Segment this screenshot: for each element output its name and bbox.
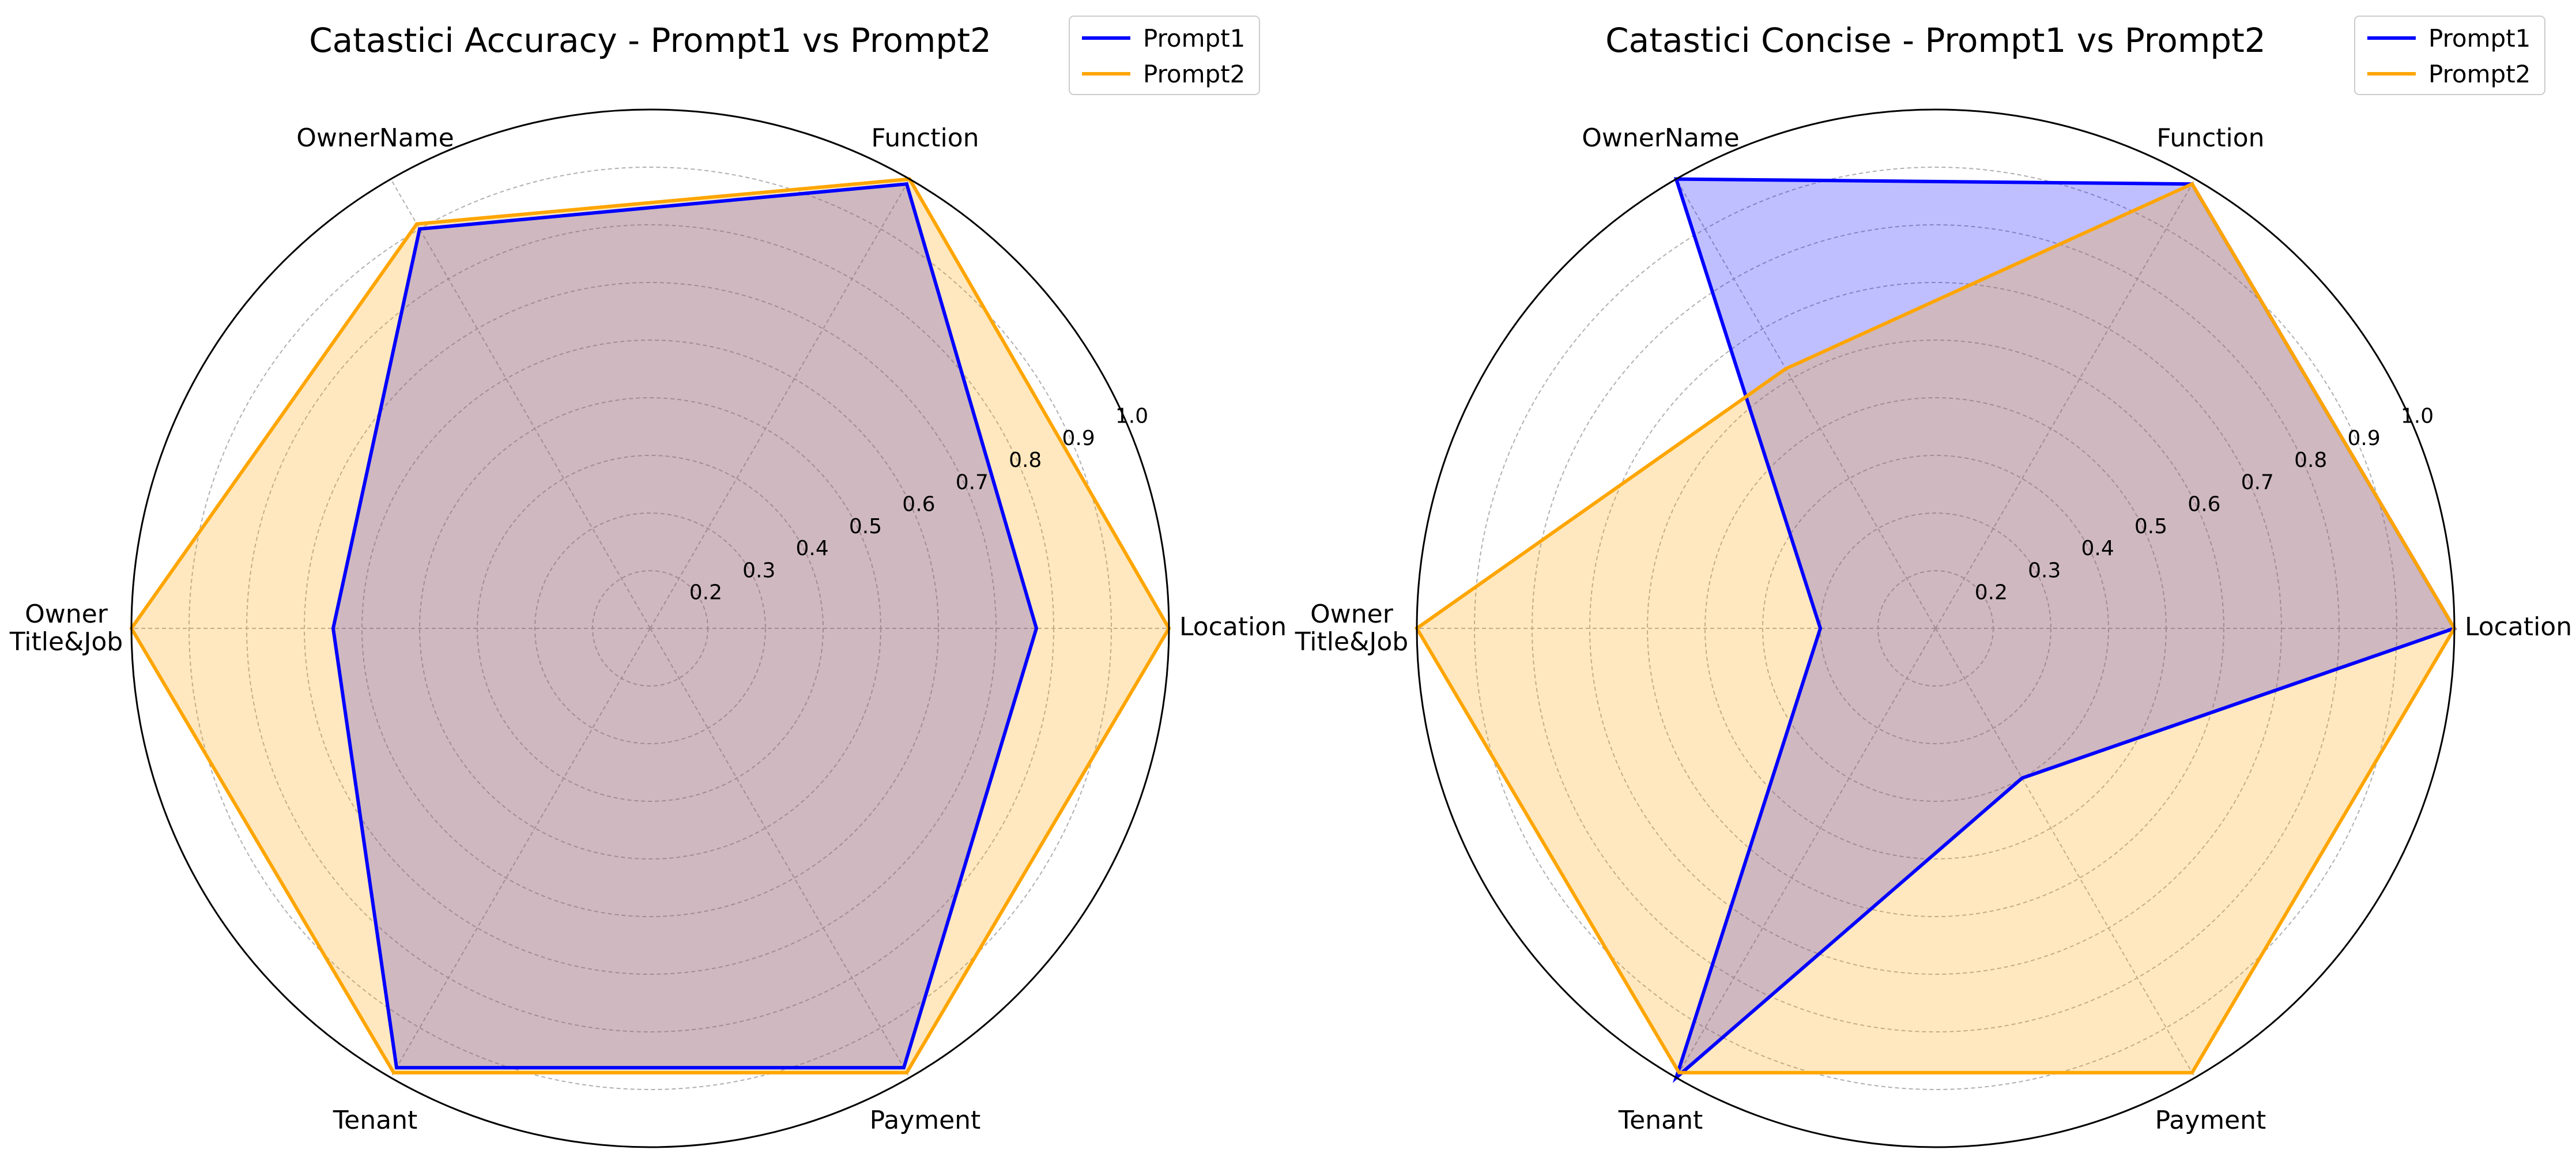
chart1-legend-label-prompt1: Prompt1 [2428, 24, 2530, 52]
chart1-category-tenant: Tenant [1618, 1106, 1703, 1135]
chart1-spoke [1935, 179, 2196, 629]
chart0-category-tenant: Tenant [333, 1106, 417, 1135]
chart0-spoke [650, 628, 910, 1078]
chart0-series-prompt1-fill [333, 184, 1036, 1068]
chart0-category-location: Location [1179, 612, 1287, 642]
chart1-rtick-label: 1.0 [2401, 405, 2434, 428]
chart0-outer-ring [130, 108, 1170, 1148]
chart1-spoke [1676, 628, 1936, 1078]
chart1-spoke [1676, 179, 1936, 629]
chart1-category-payment: Payment [2155, 1106, 2266, 1135]
chart0-series-prompt2-fill [131, 179, 1169, 1073]
chart0-grid-circle [188, 167, 1112, 1090]
chart1-rtick-label: 0.4 [2081, 537, 2114, 560]
chart1-legend: Prompt1 Prompt2 [2354, 16, 2545, 95]
chart1-category-function: Function [2156, 123, 2264, 153]
chart0-rtick-label: 0.8 [1009, 448, 1042, 472]
chart0-rtick-label: 0.3 [742, 559, 775, 582]
chart0-rtick-label: 0.4 [796, 537, 829, 560]
chart1-series-prompt2-fill [1417, 184, 2454, 1073]
chart0-series-prompt1-line [331, 182, 1039, 1070]
chart0-rtick-label: 0.7 [956, 470, 989, 494]
concise-radar-chart: Catastici Concise - Prompt1 vs Prompt2 0.… [1295, 16, 2572, 1148]
chart1-category-owner-title-job: Owner Title&Job [1295, 600, 1408, 657]
chart0-rtick-label: 0.2 [689, 581, 722, 605]
chart0-rtick-label: 0.9 [1062, 427, 1095, 450]
chart0-legend-label-prompt1: Prompt1 [1143, 24, 1245, 52]
chart0-spoke [390, 628, 651, 1078]
chart0-spoke [390, 179, 651, 629]
chart0-spoke [650, 179, 910, 629]
chart1-legend-label-prompt2: Prompt2 [2428, 60, 2530, 88]
chart1-title: Catastici Concise - Prompt1 vs Prompt2 [1605, 21, 2266, 60]
chart1-category-location: Location [2465, 612, 2572, 642]
chart1-rtick-label: 0.3 [2028, 559, 2061, 582]
chart1-grid-circle [1647, 340, 2224, 917]
chart1-category-ownername: OwnerName [1582, 123, 1739, 153]
chart0-grid-circle [361, 340, 939, 917]
chart1-outer-ring [1416, 108, 2456, 1148]
chart0-category-owner-title-job: Owner Title&Job [9, 600, 123, 657]
chart1-spoke [1935, 628, 2196, 1078]
chart0-rtick-label: 0.6 [902, 493, 935, 517]
chart0-category-ownername: OwnerName [296, 123, 454, 153]
chart0-grid-circle [534, 512, 766, 744]
chart0-legend-label-prompt2: Prompt2 [1143, 60, 1245, 88]
chart1-rtick-label: 0.5 [2134, 515, 2167, 538]
chart1-rtick-label: 0.8 [2294, 448, 2327, 472]
chart1-rtick-label: 0.9 [2347, 427, 2380, 450]
chart1-rtick-label: 0.2 [1975, 581, 2008, 605]
chart1-grid-circle [1474, 167, 2397, 1090]
chart1-series-prompt1-fill [1676, 179, 2454, 1078]
chart0-legend: Prompt1 Prompt2 [1069, 16, 1260, 95]
chart1-rtick-label: 0.7 [2241, 470, 2274, 494]
chart1-rtick-label: 0.6 [2187, 493, 2220, 517]
accuracy-radar-chart: Catastici Accuracy - Prompt1 vs Prompt2 0… [9, 16, 1287, 1148]
chart0-category-function: Function [871, 123, 979, 153]
chart0-rtick-label: 0.5 [849, 515, 882, 538]
chart0-rtick-label: 1.0 [1115, 405, 1148, 428]
chart0-category-payment: Payment [870, 1106, 981, 1135]
chart0-title: Catastici Accuracy - Prompt1 vs Prompt2 [309, 21, 991, 60]
